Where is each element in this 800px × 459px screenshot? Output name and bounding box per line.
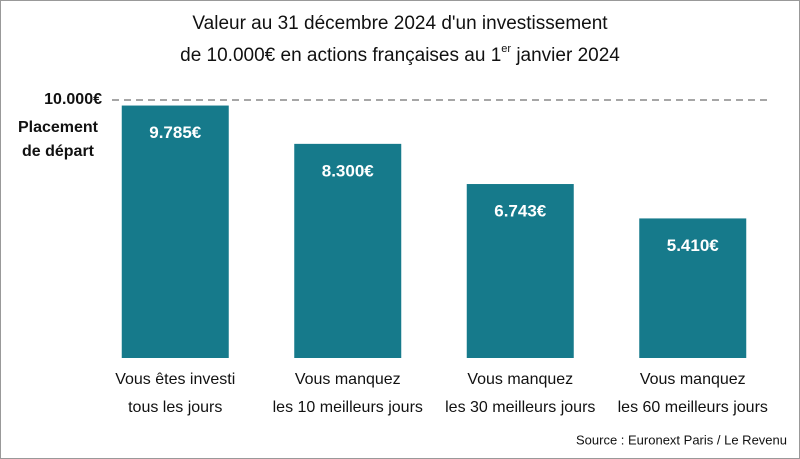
reference-label: 10.000€ (44, 91, 102, 108)
x-tick-label: Vous êtes investi (115, 371, 235, 388)
x-tick-label: les 30 meilleurs jours (445, 399, 595, 416)
value-label: 5.410€ (667, 236, 720, 255)
x-tick-label: les 60 meilleurs jours (618, 399, 768, 416)
title-superscript: er (501, 43, 511, 55)
reference-annotation: Placement (18, 119, 99, 136)
chart-title: de 10.000€ en actions françaises au 1er … (180, 43, 620, 66)
source: Source : Euronext Paris / Le Revenu (576, 432, 787, 447)
value-label: 8.300€ (322, 161, 375, 180)
x-tick-label: Vous manquez (467, 371, 573, 388)
x-tick-label: Vous manquez (295, 371, 401, 388)
chart-title: Valeur au 31 décembre 2024 d'un investis… (192, 13, 608, 34)
x-tick-label: Vous manquez (640, 371, 746, 388)
bar (121, 105, 229, 358)
title-part: janvier 2024 (511, 45, 620, 66)
value-label: 6.743€ (494, 202, 547, 221)
x-tick-label: les 10 meilleurs jours (273, 399, 423, 416)
reference-annotation: de départ (22, 143, 95, 160)
bar (466, 184, 574, 358)
bar (639, 218, 747, 358)
bar (294, 143, 402, 358)
title-part: de 10.000€ en actions françaises au 1 (180, 45, 501, 66)
x-tick-label: tous les jours (128, 399, 222, 416)
value-label: 9.785€ (149, 123, 202, 142)
